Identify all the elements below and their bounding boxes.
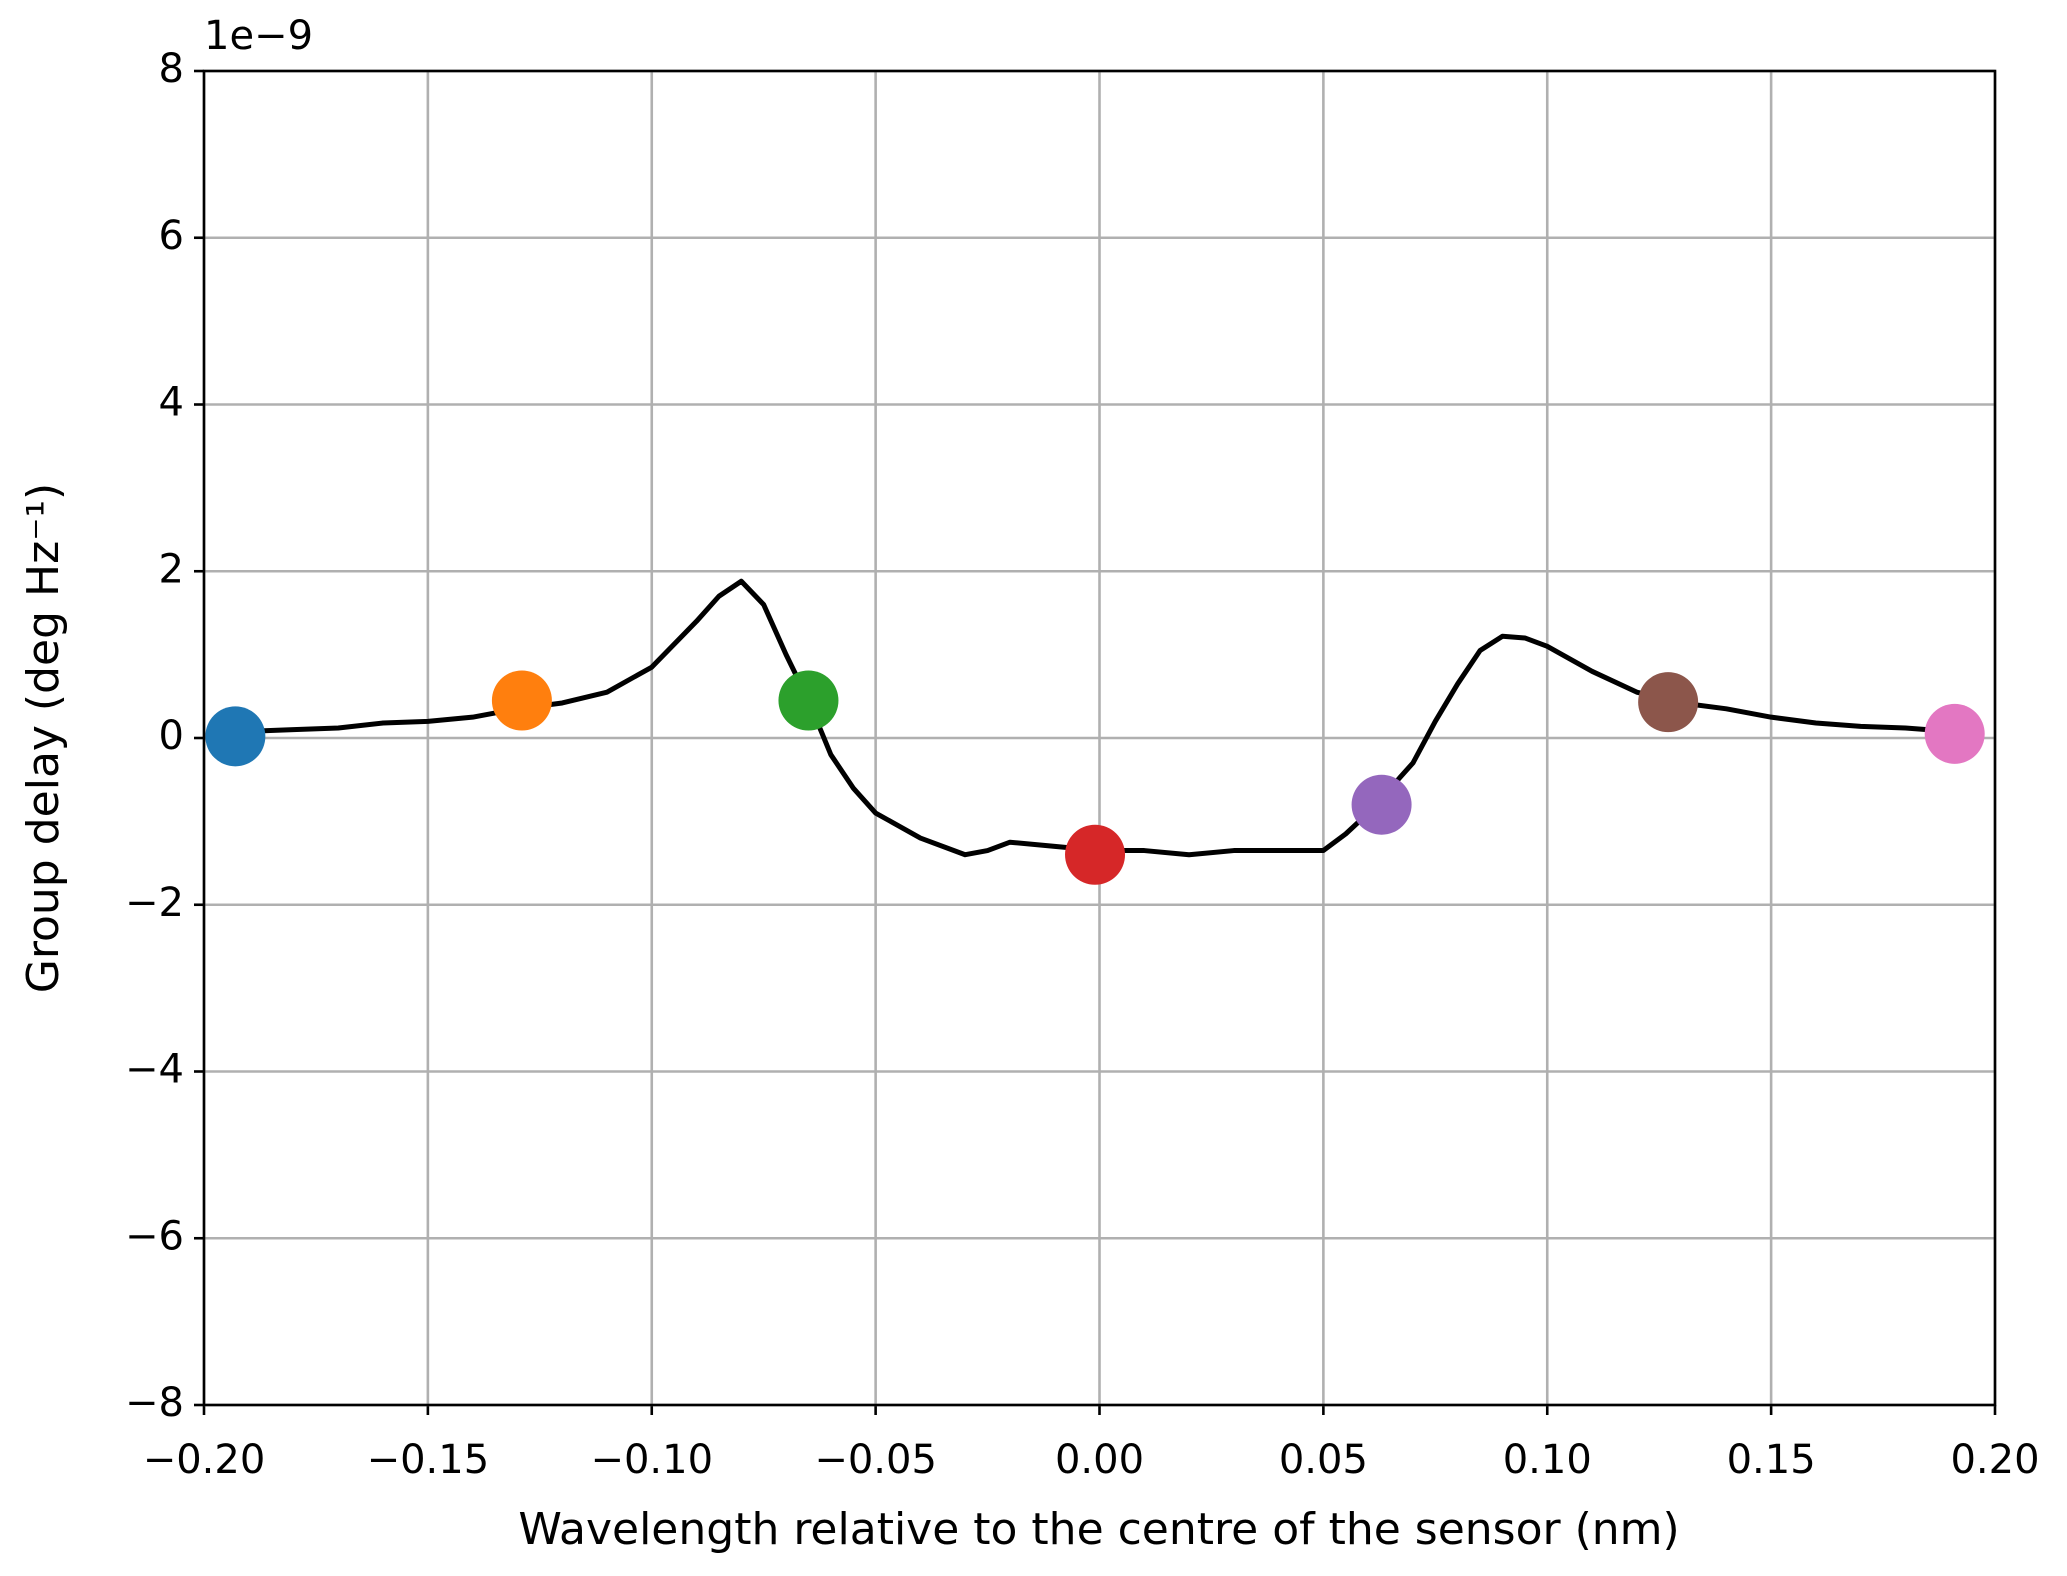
y-tick-label: 8 — [159, 46, 184, 92]
marker — [1638, 672, 1699, 733]
x-tick-label: −0.15 — [367, 1437, 490, 1483]
offset-label: 1e−9 — [204, 13, 313, 59]
x-tick-label: −0.20 — [143, 1437, 266, 1483]
x-tick-label: −0.10 — [590, 1437, 713, 1483]
marker — [1351, 774, 1412, 835]
x-tick-label: 0.20 — [1950, 1437, 2039, 1483]
y-tick-label: −8 — [125, 1380, 184, 1426]
marker — [205, 706, 266, 767]
y-tick-label: −6 — [125, 1213, 184, 1259]
y-tick-label: 6 — [159, 213, 184, 259]
plot-frame — [202, 69, 1997, 1407]
x-tick-label: −0.05 — [814, 1437, 937, 1483]
y-tick-label: 0 — [159, 713, 184, 759]
marker — [1924, 703, 1985, 764]
y-tick-label: 2 — [159, 546, 184, 592]
x-axis-label: Wavelength relative to the centre of the… — [518, 1504, 1679, 1555]
marker — [778, 670, 839, 731]
y-tick-label: −4 — [125, 1047, 184, 1093]
y-tick-label: 4 — [159, 380, 184, 426]
x-tick-label: 0.05 — [1279, 1437, 1368, 1483]
marker — [1065, 824, 1126, 885]
x-tick-label: 0.10 — [1503, 1437, 1592, 1483]
y-tick-label: −2 — [125, 880, 184, 926]
x-tick-label: 0.00 — [1055, 1437, 1144, 1483]
marker — [491, 670, 552, 731]
y-axis-label: Group delay (deg Hz⁻¹) — [18, 483, 69, 993]
x-tick-label: 0.15 — [1727, 1437, 1816, 1483]
